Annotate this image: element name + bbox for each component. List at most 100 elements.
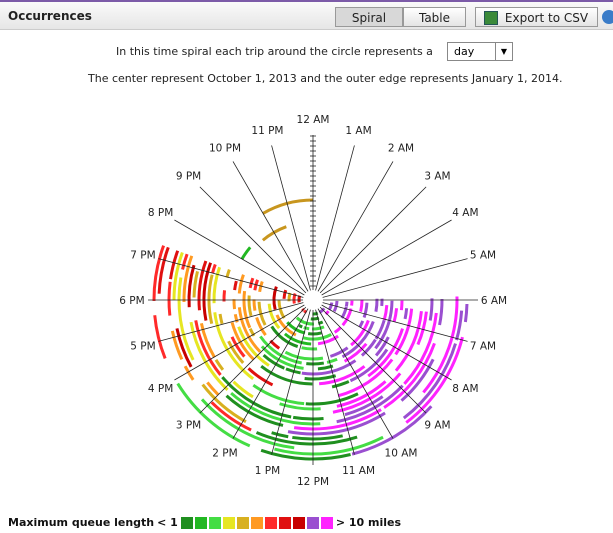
hour-label: 3 PM (176, 419, 201, 431)
occurrence-arc (267, 303, 281, 330)
occurrence-arc (232, 299, 237, 310)
hour-label: 2 AM (388, 143, 414, 155)
hour-spoke (232, 161, 314, 301)
occurrence-arc (298, 324, 303, 329)
occurrence-arc (340, 306, 348, 319)
occurrence-arc (303, 309, 308, 314)
period-dropdown[interactable]: day ▼ (447, 42, 513, 61)
hour-spoke (312, 258, 468, 301)
occurrence-arc (247, 367, 274, 387)
occurrence-arc (428, 298, 434, 321)
occurrence-arc (403, 308, 409, 320)
occurrence-arc (341, 320, 375, 359)
legend-swatch (306, 516, 319, 529)
range-note: The center represent October 1, 2013 and… (88, 72, 563, 85)
excel-icon (484, 11, 498, 25)
occurrence-arc (176, 382, 251, 448)
period-value: day (454, 45, 475, 58)
occurrence-arc (307, 331, 322, 336)
occurrence-arc (422, 296, 459, 394)
hour-spoke (158, 299, 314, 342)
occurrence-arc (207, 274, 214, 325)
occurrence-arc (341, 308, 353, 327)
occurrence-arc (349, 348, 389, 383)
occurrence-arc (317, 320, 324, 325)
occurrence-arc (399, 300, 404, 311)
header: Occurrences Spiral Table Export to CSV (0, 0, 613, 30)
occurrence-arc (172, 251, 184, 301)
legend-swatch (278, 516, 291, 529)
occurrence-arc (222, 290, 227, 302)
occurrence-arc (318, 307, 326, 314)
occurrence-arc (210, 401, 252, 432)
occurrence-arc (302, 333, 332, 341)
hour-spoke (312, 186, 427, 301)
hour-spoke (174, 219, 314, 301)
hour-spoke (158, 258, 314, 301)
legend-swatch (250, 516, 263, 529)
legend-low: < 1 (157, 516, 178, 529)
occurrence-arc (329, 346, 349, 358)
occurrence-arc (317, 364, 334, 371)
occurrence-arc (327, 302, 334, 311)
legend-swatch (292, 516, 305, 529)
occurrence-arc (367, 328, 404, 378)
occurrence-arc (227, 340, 245, 364)
export-label: Export to CSV (504, 11, 589, 25)
hour-spoke (312, 299, 427, 414)
legend: Maximum queue length < 1 > 10 miles (8, 516, 401, 529)
occurrence-arc (344, 301, 349, 307)
occurrence-arc (202, 262, 212, 321)
hour-label: 10 PM (209, 143, 241, 155)
occurrence-arc (225, 394, 284, 427)
occurrence-arc (269, 339, 281, 350)
occurrence-arc (292, 415, 324, 421)
hour-label: 1 AM (345, 125, 371, 137)
occurrence-arc (258, 281, 264, 293)
occurrence-arc (455, 310, 464, 341)
hour-spoke (232, 299, 314, 439)
spiral-button[interactable]: Spiral (335, 7, 403, 27)
occurrence-arc (350, 319, 370, 347)
occurrence-arc (343, 342, 368, 363)
occurrence-arc (177, 277, 195, 361)
occurrence-arc (247, 295, 253, 317)
occurrence-arc (271, 431, 289, 439)
occurrence-arc (200, 398, 295, 450)
occurrence-arc (400, 358, 435, 402)
occurrence-arc (194, 320, 222, 376)
occurrence-arc (279, 402, 321, 411)
hour-spoke (271, 145, 314, 301)
occurrence-arc (310, 316, 320, 321)
table-button[interactable]: Table (403, 7, 466, 27)
occurrence-arc (283, 332, 312, 346)
legend-swatch (194, 516, 207, 529)
occurrence-arc (252, 383, 305, 406)
occurrence-arc (359, 299, 364, 312)
hour-label: 4 PM (148, 383, 173, 395)
hour-label: 8 AM (452, 383, 478, 395)
occurrence-arc (212, 266, 221, 304)
occurrence-arc (374, 336, 390, 357)
occurrence-arc (331, 380, 350, 389)
legend-swatch (236, 516, 249, 529)
legend-title: Maximum queue length (8, 516, 155, 529)
occurrence-arc (272, 286, 278, 310)
occurrence-arc (225, 269, 231, 279)
hour-label: 6 PM (119, 295, 144, 307)
legend-swatch (180, 516, 193, 529)
occurrence-arc (382, 304, 389, 321)
occurrence-arc (287, 292, 292, 302)
occurrence-arc (284, 350, 324, 361)
occurrence-arc (292, 292, 297, 304)
hour-spoke (312, 161, 394, 301)
occurrence-arc (416, 311, 428, 346)
occurrence-arc (187, 264, 196, 308)
hour-label: 1 PM (255, 465, 280, 477)
occurrence-arc (292, 434, 343, 441)
info-icon[interactable] (602, 10, 613, 24)
legend-swatch (208, 516, 221, 529)
export-button[interactable]: Export to CSV (475, 7, 598, 27)
hour-label: 7 PM (130, 249, 155, 261)
occurrence-arc (305, 392, 359, 406)
